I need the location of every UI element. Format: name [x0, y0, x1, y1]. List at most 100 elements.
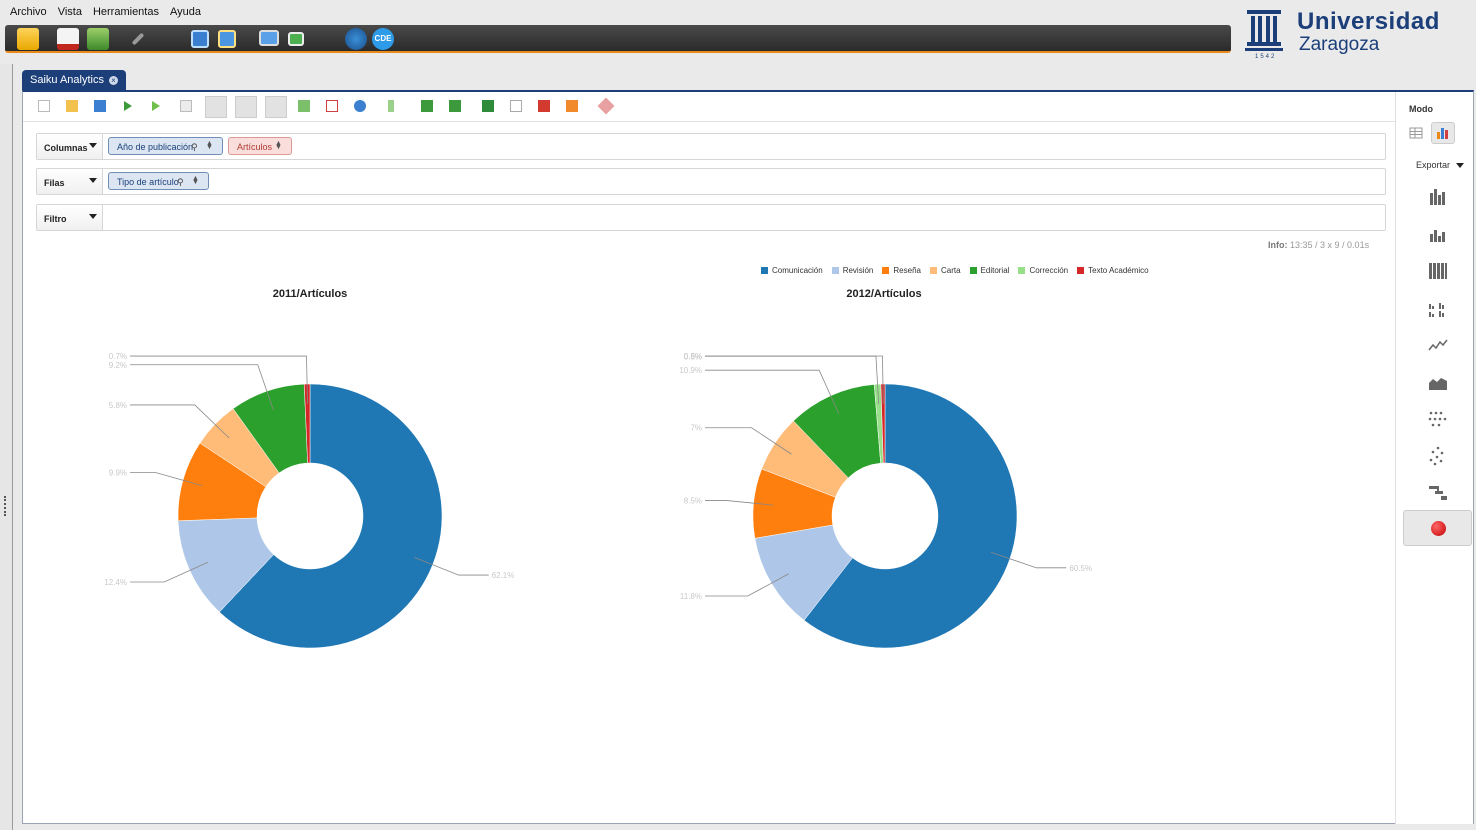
tab-saiku-analytics[interactable]: Saiku Analytics × — [22, 70, 126, 90]
menu-archivo[interactable]: Archivo — [10, 6, 47, 18]
legend-swatch — [1018, 267, 1026, 274]
drillthrough-icon[interactable] — [388, 100, 394, 112]
workspace: Columnas Año de publicación ⚲ ▲ ▼ Artícul… — [22, 90, 1474, 824]
legend-swatch — [882, 267, 890, 274]
rows-drop-zone[interactable]: Filas Tipo de artículo ⚲ ▲ ▼ — [36, 168, 1386, 195]
new-report-icon[interactable] — [57, 28, 79, 50]
cde-icon[interactable]: CDE — [372, 28, 394, 50]
legend-item[interactable]: Editorial — [969, 266, 1009, 275]
columns-label[interactable]: Columnas — [37, 134, 103, 159]
legend-swatch — [761, 267, 768, 274]
toggle-fields-icon[interactable] — [180, 100, 192, 112]
legend-item[interactable]: Carta — [929, 266, 961, 275]
search-icon[interactable]: ⚲ — [177, 177, 184, 187]
non-empty-icon[interactable] — [235, 96, 257, 118]
open-query-icon[interactable] — [66, 100, 78, 112]
filter-drop-zone[interactable]: Filtro — [36, 204, 1386, 231]
query-info-text: 13:35 / 3 x 9 / 0.01s — [1290, 240, 1370, 250]
pill-articulos[interactable]: Artículos ▲ ▼ — [228, 137, 292, 155]
left-collapse-bar[interactable] — [0, 64, 13, 830]
sort-icon[interactable]: ▲ ▼ — [275, 140, 282, 151]
info-circle-icon[interactable] — [345, 28, 367, 50]
menu-vista[interactable]: Vista — [57, 6, 82, 18]
save-query-icon[interactable] — [94, 100, 106, 112]
area-chart-icon[interactable] — [1426, 370, 1450, 394]
logo-title: Universidad — [1297, 8, 1440, 35]
monitor-icon[interactable] — [259, 30, 279, 46]
pie-slice[interactable] — [803, 383, 1018, 649]
line-chart-icon[interactable] — [1426, 333, 1450, 357]
legend-item[interactable]: Reseña — [882, 266, 921, 275]
edit-pencil-icon[interactable] — [131, 32, 145, 46]
present-icon[interactable] — [288, 32, 304, 46]
explain-icon[interactable] — [326, 100, 338, 112]
filter-label[interactable]: Filtro — [37, 205, 103, 230]
pie-slice[interactable] — [219, 383, 443, 649]
export-dropdown[interactable]: Exportar — [1416, 160, 1465, 170]
swap-axis-icon[interactable] — [265, 96, 287, 118]
sort-icon[interactable]: ▲ ▼ — [206, 140, 213, 151]
pill-tipo-articulo[interactable]: Tipo de artículo ⚲ ▲ ▼ — [108, 172, 209, 190]
chevron-down-icon[interactable] — [89, 178, 97, 183]
slice-label: 62.1% — [492, 571, 515, 580]
close-tab-icon[interactable]: × — [108, 75, 118, 85]
menu-ayuda[interactable]: Ayuda — [169, 6, 201, 18]
waterfall-chart-icon[interactable] — [1426, 481, 1450, 505]
slice-label: 0.8% — [684, 352, 702, 361]
legend-item[interactable]: Texto Académico — [1077, 266, 1149, 275]
university-logo: Universidad Zaragoza 1542 — [1245, 6, 1465, 64]
columns-drop-zone[interactable]: Columnas Año de publicación ⚲ ▲ ▼ Artícul… — [36, 133, 1386, 160]
slice-label: 5.8% — [109, 401, 127, 410]
scatter-chart-icon[interactable] — [1426, 444, 1450, 468]
chart-mode-button[interactable] — [1431, 122, 1455, 144]
pie-chart-icon — [1431, 521, 1446, 536]
info-icon[interactable] — [354, 100, 366, 112]
drill-down-icon[interactable] — [421, 100, 433, 112]
search-icon[interactable]: ⚲ — [191, 142, 198, 152]
chevron-down-icon[interactable] — [89, 143, 97, 148]
slice-label: 12.4% — [104, 578, 127, 587]
university-crest-icon — [1245, 10, 1283, 51]
chart-title-2012: 2012/Artículos — [846, 288, 922, 300]
run-query-icon[interactable] — [124, 101, 132, 111]
pie-slice[interactable] — [303, 383, 311, 464]
tab-label: Saiku Analytics — [30, 74, 104, 86]
import-icon[interactable] — [87, 28, 109, 50]
export-xls-icon[interactable] — [482, 100, 494, 112]
auto-run-icon[interactable] — [152, 101, 160, 111]
table-mode-button[interactable] — [1404, 122, 1428, 144]
export-csv-icon[interactable] — [510, 100, 522, 112]
legend-swatch — [929, 267, 937, 274]
legend-item[interactable]: Comunicación — [761, 266, 823, 275]
pie-slice[interactable] — [880, 383, 886, 464]
pill-anio-publicacion[interactable]: Año de publicación ⚲ ▲ ▼ — [108, 137, 223, 155]
show-mdx-icon[interactable] — [298, 100, 310, 112]
chart-legend: Comunicación Revisión Reseña Carta Editorial… — [761, 266, 1149, 275]
legend-item[interactable]: Revisión — [831, 266, 873, 275]
stacked-bar-chart-icon[interactable] — [1426, 185, 1450, 209]
drill-across-icon[interactable] — [449, 100, 461, 112]
save-as-icon[interactable] — [218, 30, 236, 48]
sort-icon[interactable]: ▲ ▼ — [192, 175, 199, 186]
dot-chart-icon[interactable] — [1426, 407, 1450, 431]
menu-herramientas[interactable]: Herramientas — [92, 6, 159, 18]
export-pdf-icon[interactable] — [538, 100, 550, 112]
toggle-sidebar-icon[interactable] — [205, 96, 227, 118]
legend-item[interactable]: Corrección — [1018, 266, 1068, 275]
pie-chart-button[interactable] — [1403, 510, 1472, 546]
open-folder-icon[interactable] — [17, 28, 39, 50]
chevron-down-icon[interactable] — [1456, 163, 1465, 169]
bar-chart-icon[interactable] — [1426, 222, 1450, 246]
slice-label: 9.2% — [109, 361, 127, 370]
chevron-down-icon[interactable] — [89, 214, 97, 219]
legend-label: Corrección — [1029, 266, 1069, 275]
stacked-100-chart-icon[interactable] — [1426, 259, 1450, 283]
save-icon[interactable] — [191, 30, 209, 48]
rows-label[interactable]: Filas — [37, 169, 103, 194]
edit-query-icon[interactable] — [566, 100, 578, 112]
drag-handle-icon[interactable] — [4, 496, 7, 516]
multiple-bar-chart-icon[interactable] — [1426, 296, 1450, 320]
new-query-icon[interactable] — [38, 100, 50, 112]
leader-line — [705, 427, 792, 455]
leader-line — [130, 364, 274, 411]
